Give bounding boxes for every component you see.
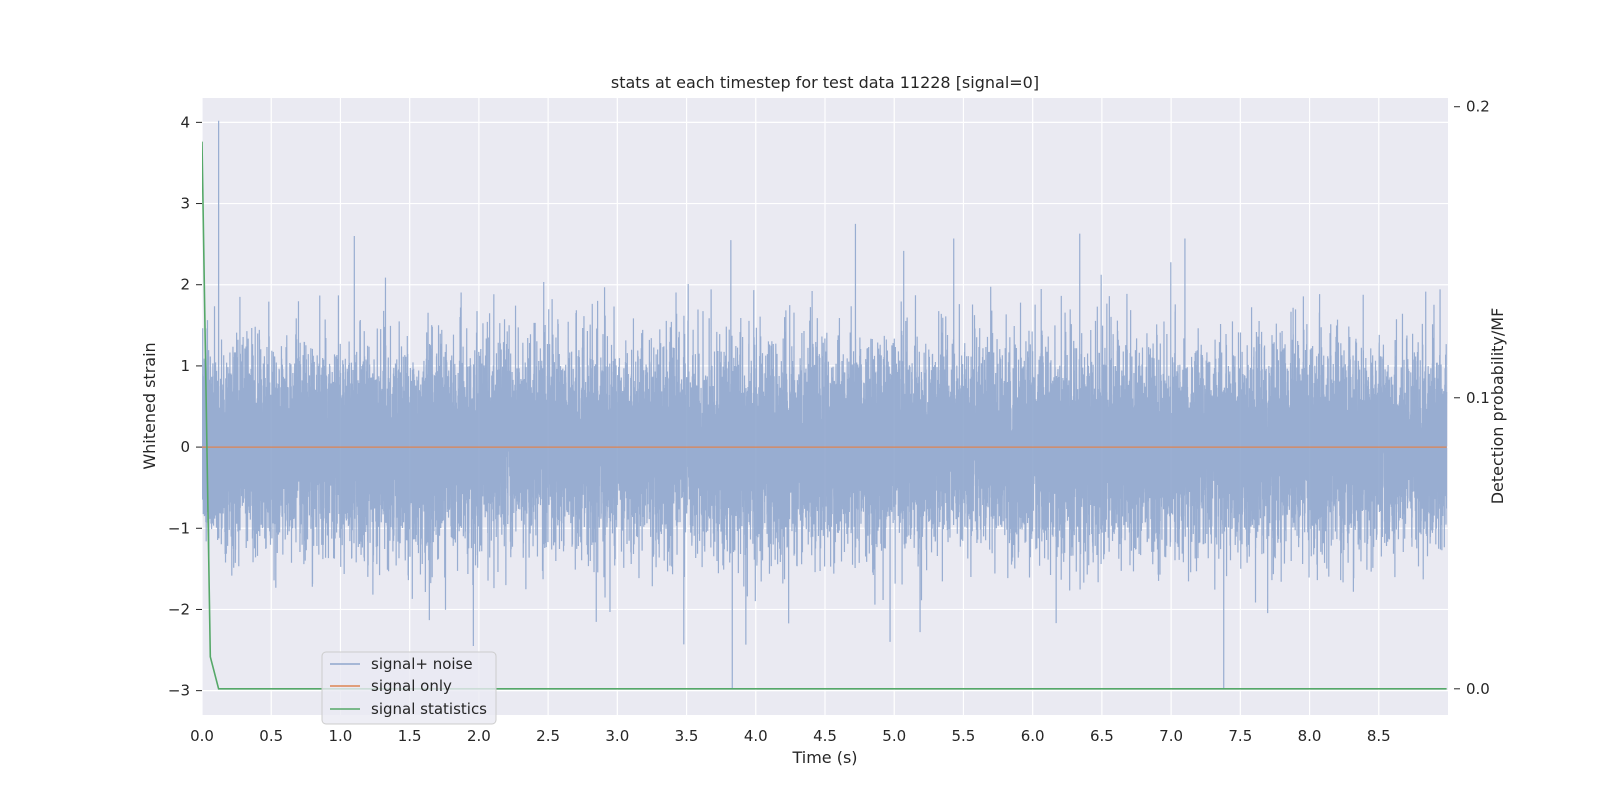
y2-tick-label: 0.2 — [1466, 98, 1490, 116]
y2-axis: 0.2 0.1 0.0 — [1454, 98, 1490, 698]
y-tick-label: 4 — [180, 113, 190, 131]
y-tick-label: −1 — [168, 519, 190, 537]
x-tick-label: 3.0 — [605, 727, 629, 745]
x-tick-label: 7.0 — [1159, 727, 1183, 745]
x-tick-label: 8.0 — [1298, 727, 1322, 745]
x-tick-label: 1.0 — [329, 727, 353, 745]
x-tick-label: 6.0 — [1021, 727, 1045, 745]
x-tick-label: 1.5 — [398, 727, 422, 745]
x-tick-label: 4.5 — [813, 727, 837, 745]
x-tick-label: 0.0 — [190, 727, 214, 745]
legend-label-signal-only: signal only — [371, 677, 452, 695]
x-tick-label: 7.5 — [1228, 727, 1252, 745]
y2-axis-title: Detection probability/MF — [1488, 308, 1507, 505]
x-axis-title: Time (s) — [791, 748, 857, 767]
series-signal-noise-line — [202, 120, 1448, 689]
x-tick-label: 2.5 — [536, 727, 560, 745]
x-tick-label: 4.0 — [744, 727, 768, 745]
legend-label-signal-statistics: signal statistics — [371, 700, 487, 718]
y-axis: 4 3 2 1 0 −1 −2 −3 — [168, 113, 202, 700]
y-tick-label: 1 — [180, 357, 190, 375]
y-axis-title: Whitened strain — [140, 342, 159, 469]
y-tick-label: −3 — [168, 682, 190, 700]
plot-series — [202, 120, 1448, 690]
x-tick-label: 3.5 — [675, 727, 699, 745]
x-axis: 0.0 0.5 1.0 1.5 2.0 2.5 3.0 3.5 4.0 4.5 5.0 5.5 6.0 6… — [190, 727, 1391, 745]
x-tick-label: 8.5 — [1367, 727, 1391, 745]
x-tick-label: 2.0 — [467, 727, 491, 745]
y2-tick-label: 0.0 — [1466, 680, 1490, 698]
x-tick-label: 0.5 — [259, 727, 283, 745]
y2-tick-label: 0.1 — [1466, 389, 1490, 407]
chart-title: stats at each timestep for test data 112… — [611, 73, 1039, 92]
y-tick-label: −2 — [168, 600, 190, 618]
legend-label-signal-noise: signal+ noise — [371, 655, 473, 673]
series-signal-statistics-line — [202, 141, 1447, 690]
y-tick-label: 3 — [180, 195, 190, 213]
y-tick-label: 0 — [180, 438, 190, 456]
x-tick-label: 5.5 — [952, 727, 976, 745]
x-tick-label: 5.0 — [882, 727, 906, 745]
y-tick-label: 2 — [180, 276, 190, 294]
legend: signal+ noise signal only signal statist… — [321, 651, 497, 725]
x-tick-label: 6.5 — [1090, 727, 1114, 745]
legend-box — [321, 651, 497, 725]
